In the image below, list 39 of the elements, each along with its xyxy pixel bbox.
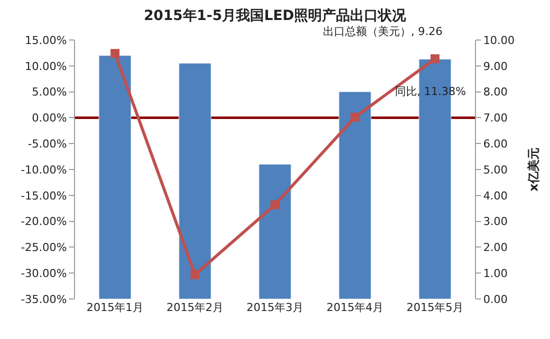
- y2-tick-label: 7.00: [483, 112, 508, 125]
- bar: [98, 55, 132, 299]
- y-tick-label: 10.00%: [24, 60, 67, 73]
- point: [270, 200, 280, 210]
- y-tick-label: -25.00%: [20, 241, 67, 254]
- bar: [258, 164, 292, 299]
- x-tick-label: 2015年1月: [86, 301, 144, 314]
- y2-tick-label: 3.00: [483, 215, 508, 228]
- y-tick-label: -5.00%: [28, 137, 67, 150]
- point: [350, 112, 360, 122]
- y2-tick-label: 8.00: [483, 86, 508, 99]
- bar: [178, 63, 212, 299]
- y-tick-label: 15.00%: [24, 34, 67, 47]
- y-tick-label: -20.00%: [20, 215, 67, 228]
- y2-axis-title: x亿美元: [526, 148, 541, 192]
- y2-tick-label: 0.00: [483, 292, 508, 306]
- y-tick-label: 0.00%: [32, 112, 67, 125]
- x-tick-label: 2015年4月: [326, 301, 384, 314]
- y2-tick-label: 5.00: [483, 163, 508, 176]
- y2-tick-label: 6.00: [483, 137, 508, 150]
- point: [110, 48, 120, 58]
- y-tick-label: -15.00%: [20, 189, 67, 202]
- y-tick-label: 5.00%: [32, 86, 67, 99]
- point: [190, 270, 200, 280]
- y2-tick-label: 4.00: [483, 189, 508, 202]
- y2-tick-label: 10.00: [483, 34, 515, 47]
- x-tick-label: 2015年3月: [246, 301, 304, 314]
- point: [430, 54, 440, 64]
- y2-tick-label: 2.00: [483, 241, 508, 254]
- y-tick-label: -30.00%: [20, 266, 67, 280]
- y-tick-label: -35.00%: [20, 292, 67, 306]
- text: 出口总额（美元）, 9.26: [323, 25, 442, 38]
- chart-title: 2015年1-5月我国LED照明产品出口状况: [144, 6, 408, 24]
- y2-tick-label: 9.00: [483, 60, 508, 73]
- x-tick-label: 2015年2月: [166, 301, 224, 314]
- x-tick-label: 2015年5月: [406, 301, 464, 314]
- bar: [338, 92, 372, 299]
- y2-tick-label: 1.00: [483, 266, 508, 280]
- y-tick-label: -10.00%: [20, 163, 67, 176]
